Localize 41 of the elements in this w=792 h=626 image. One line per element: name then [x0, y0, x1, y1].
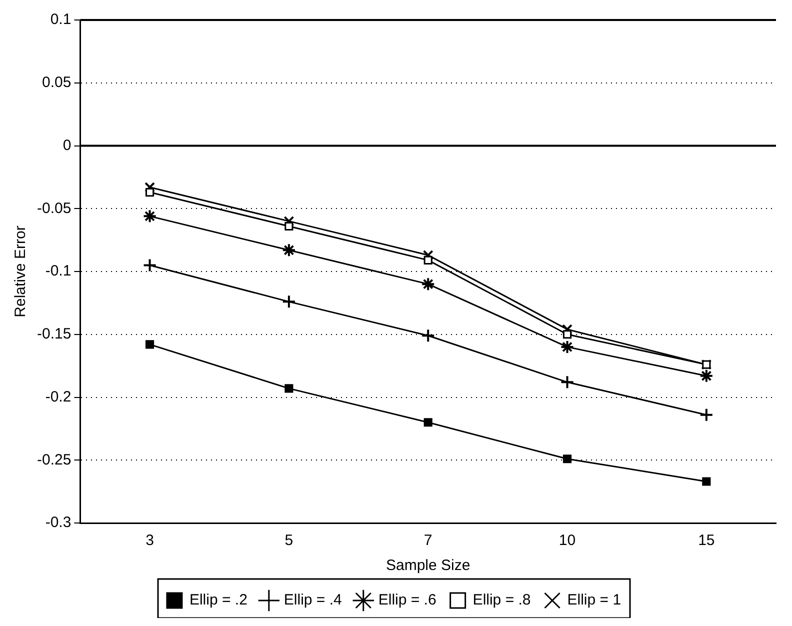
point	[699, 408, 714, 422]
x-tick-label: 7	[424, 532, 432, 550]
x-tick-label: 15	[698, 532, 715, 550]
point	[560, 340, 574, 354]
y-tick-label: -0.05	[36, 200, 72, 217]
x-tick-label: 3	[146, 532, 154, 550]
y-tick-label: 0	[62, 136, 72, 154]
point	[142, 258, 157, 272]
point	[422, 250, 434, 260]
point	[144, 182, 156, 192]
point	[702, 477, 711, 486]
legend-label: Ellip = .4	[284, 592, 342, 609]
legend-label: Ellip = .8	[472, 592, 531, 609]
point	[421, 277, 436, 292]
point	[284, 384, 294, 393]
point	[145, 340, 154, 349]
point	[424, 256, 432, 264]
y-tick-label: -0.25	[36, 451, 72, 468]
legend-label: Ellip = .2	[189, 592, 248, 609]
point	[562, 454, 572, 464]
x-tick-label: 10	[558, 532, 576, 550]
point	[562, 330, 572, 339]
legend-label: Ellip = .6	[378, 592, 436, 609]
point	[284, 216, 294, 226]
x-axis-title: Sample Size	[386, 557, 470, 574]
point	[562, 324, 572, 335]
y-tick-label: 0.05	[42, 74, 72, 92]
point	[424, 418, 432, 427]
point	[284, 222, 294, 231]
point	[142, 209, 157, 224]
x-tick-label: 5	[284, 532, 294, 550]
y-tick-label: -0.3	[45, 514, 72, 532]
y-tick-label: 0.1	[50, 11, 72, 28]
y-tick-label: -0.2	[45, 388, 72, 406]
y-tick-label: -0.15	[36, 326, 72, 343]
point	[699, 368, 714, 383]
point	[282, 243, 296, 258]
y-axis-title: Relative Error	[12, 226, 30, 318]
y-tick-label: -0.1	[45, 262, 72, 280]
point	[145, 188, 154, 197]
legend-label: Ellip = 1	[567, 592, 622, 609]
